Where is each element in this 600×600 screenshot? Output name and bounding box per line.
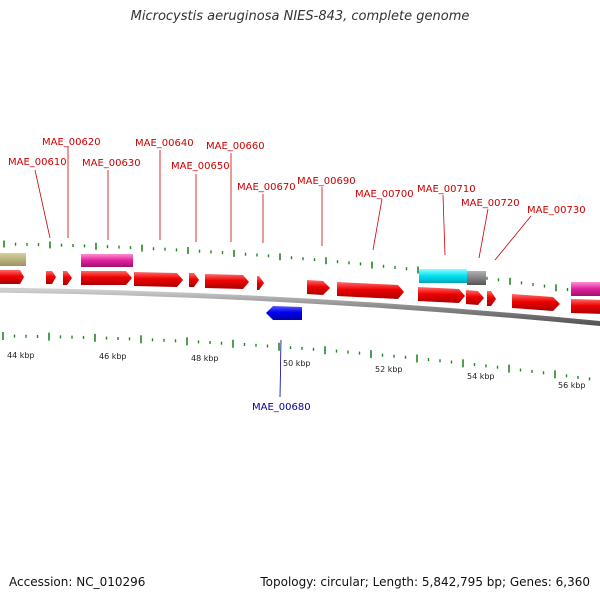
- gene-label[interactable]: MAE_00690: [297, 176, 356, 187]
- forward-gene-arrow[interactable]: [205, 274, 249, 289]
- forward-gene-arrow[interactable]: [337, 282, 404, 299]
- feature-block[interactable]: [571, 282, 600, 296]
- outer-tick-row: [3, 240, 592, 295]
- gene-label[interactable]: MAE_00620: [42, 137, 101, 148]
- forward-gene-arrow[interactable]: [571, 299, 600, 314]
- label-leader-line: [494, 215, 532, 261]
- forward-gene-arrow[interactable]: [134, 272, 183, 287]
- scale-label: 48 kbp: [191, 354, 219, 363]
- feature-block[interactable]: [81, 254, 133, 267]
- gene-label[interactable]: MAE_00660: [206, 141, 265, 152]
- forward-gene-arrow[interactable]: [0, 270, 24, 284]
- genome-backbone: [0, 287, 600, 327]
- label-leader-line: [372, 198, 383, 251]
- inner-tick-row: [2, 332, 591, 381]
- forward-gene-arrow[interactable]: [418, 287, 465, 303]
- label-leader-line: [279, 339, 282, 398]
- gene-label[interactable]: MAE_00710: [417, 184, 476, 195]
- scale-label: 44 kbp: [7, 351, 35, 360]
- forward-gene-arrow[interactable]: [307, 280, 330, 295]
- forward-gene-track: [0, 270, 600, 314]
- label-leader-line: [34, 169, 51, 239]
- gene-label[interactable]: MAE_00670: [237, 182, 296, 193]
- feature-block[interactable]: [467, 271, 486, 285]
- genome-summary-text: Topology: circular; Length: 5,842,795 bp…: [260, 575, 590, 589]
- forward-gene-arrow[interactable]: [257, 276, 264, 290]
- scale-label: 54 kbp: [467, 372, 495, 381]
- feature-block[interactable]: [419, 269, 467, 283]
- forward-gene-arrow[interactable]: [63, 271, 72, 285]
- reverse-gene-track: MAE_00680: [252, 306, 311, 413]
- forward-gene-arrow[interactable]: [487, 291, 496, 306]
- forward-gene-arrow[interactable]: [189, 273, 199, 287]
- gene-label[interactable]: MAE_00730: [527, 205, 586, 216]
- gene-label[interactable]: MAE_00640: [135, 138, 194, 149]
- forward-gene-arrow[interactable]: [466, 290, 484, 305]
- map-title: Microcystis aeruginosa NIES-843, complet…: [130, 9, 470, 24]
- gene-label[interactable]: MAE_00610: [8, 157, 67, 168]
- label-leader-line: [442, 194, 446, 256]
- gene-label[interactable]: MAE_00630: [82, 158, 141, 169]
- scale-label: 50 kbp: [283, 359, 311, 368]
- scale-label: 46 kbp: [99, 352, 127, 361]
- forward-gene-labels: MAE_00610 MAE_00620 MAE_00630 MAE_00640 …: [8, 137, 586, 261]
- reverse-gene-arrow[interactable]: [266, 306, 302, 320]
- feature-block[interactable]: [0, 253, 26, 266]
- label-leader-line: [478, 208, 489, 259]
- gene-label[interactable]: MAE_00650: [171, 161, 230, 172]
- scale-labels: 44 kbp 46 kbp 48 kbp 50 kbp 52 kbp 54 kb…: [7, 351, 586, 390]
- forward-gene-arrow[interactable]: [512, 294, 560, 311]
- scale-label: 52 kbp: [375, 365, 403, 374]
- scale-label: 56 kbp: [558, 381, 586, 390]
- feature-track: [0, 253, 600, 296]
- accession-text: Accession: NC_010296: [9, 575, 146, 589]
- forward-gene-arrow[interactable]: [46, 271, 56, 284]
- gene-label[interactable]: MAE_00680: [252, 402, 311, 413]
- gene-label[interactable]: MAE_00700: [355, 189, 414, 200]
- forward-gene-arrow[interactable]: [81, 271, 132, 285]
- gene-label[interactable]: MAE_00720: [461, 198, 520, 209]
